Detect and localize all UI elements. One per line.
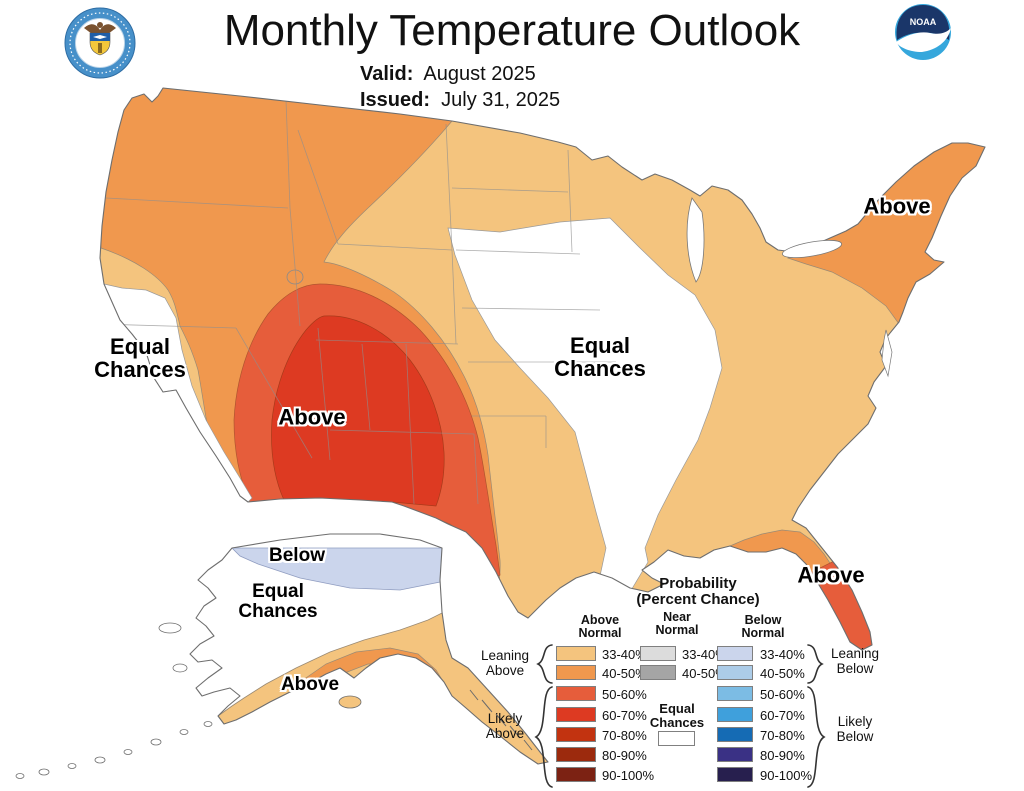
legend-swatch-above-40-50 xyxy=(556,665,596,680)
legend-leaning-above: Leaning Above xyxy=(480,648,530,678)
legend-range-below-70-80: 70-80% xyxy=(760,728,805,743)
legend-likely-above: Likely Above xyxy=(485,711,525,741)
conus-map xyxy=(99,87,986,651)
legend-swatch-below-60-70 xyxy=(717,707,753,722)
legend-swatch-below-40-50 xyxy=(717,665,753,680)
noaa-logo-text: NOAA xyxy=(910,17,937,27)
legend-swatch-below-90-100 xyxy=(717,767,753,782)
kodiak-island xyxy=(338,695,362,709)
legend-swatch-above-50-60 xyxy=(556,686,596,701)
label-alaska-below: Below xyxy=(269,545,325,567)
legend-swatch-below-33-40 xyxy=(717,646,753,661)
noaa-logo: NOAA xyxy=(895,4,951,60)
nunivak-island xyxy=(172,663,188,673)
label-northeast-above: Above xyxy=(863,193,931,219)
legend-range-above-40-50: 40-50% xyxy=(602,666,647,681)
legend-range-above-60-70: 60-70% xyxy=(602,708,647,723)
legend-title: Probability (Percent Chance) xyxy=(560,576,836,608)
legend-range-below-60-70: 60-70% xyxy=(760,708,805,723)
legend-swatch-above-90-100 xyxy=(556,767,596,782)
legend-leaning-below: Leaning Below xyxy=(830,646,880,676)
alaska-outline xyxy=(189,533,549,765)
legend-range-below-33-40: 33-40% xyxy=(760,647,805,662)
legend-range-above-33-40: 33-40% xyxy=(602,647,647,662)
legend-swatch-below-50-60 xyxy=(717,686,753,701)
state-borders xyxy=(100,99,616,505)
brace-likely-below xyxy=(807,686,826,788)
issued-value: July 31, 2025 xyxy=(441,89,561,111)
issued-label: Issued: xyxy=(360,89,431,111)
valid-line: Valid: August 2025 xyxy=(360,61,560,87)
legend-range-above-80-90: 80-90% xyxy=(602,748,647,763)
label-alaska-equal-chances: Equal Chances xyxy=(238,581,318,622)
legend-swatch-above-33-40 xyxy=(556,646,596,661)
alaska-panhandle-terrain xyxy=(469,689,533,751)
legend-range-above-90-100: 90-100% xyxy=(602,768,655,783)
legend-col-below-normal: Below Normal xyxy=(741,613,785,640)
legend-range-below-90-100: 90-100% xyxy=(760,768,813,783)
legend-range-below-50-60: 50-60% xyxy=(760,687,805,702)
issued-line: Issued: July 31, 2025 xyxy=(360,87,560,113)
legend-equal-chances-label: Equal Chances xyxy=(649,701,705,730)
legend-col-near-normal: Near Normal xyxy=(655,610,699,637)
lake-erie xyxy=(782,239,842,259)
legend-swatch-below-80-90 xyxy=(717,747,753,762)
legend-swatch-near-40-50 xyxy=(640,665,676,680)
doc-seal-icon xyxy=(64,7,136,79)
page-title: Monthly Temperature Outlook xyxy=(223,6,801,55)
legend-swatch-above-70-80 xyxy=(556,727,596,742)
legend-range-above-50-60: 50-60% xyxy=(602,687,647,702)
lake-michigan xyxy=(686,197,705,283)
label-central-equal-chances: Equal Chances xyxy=(554,332,646,381)
chesapeake-bay xyxy=(881,329,893,378)
legend-range-near-33-40: 33-40% xyxy=(682,647,727,662)
legend-col-above-normal: Above Normal xyxy=(578,613,622,640)
valid-value: August 2025 xyxy=(423,63,536,85)
legend-swatch-near-33-40 xyxy=(640,646,676,661)
aleutian-islands xyxy=(15,721,213,779)
legend-swatch-above-80-90 xyxy=(556,747,596,762)
label-west-equal-chances: Equal Chances xyxy=(94,333,186,382)
legend-range-above-70-80: 70-80% xyxy=(602,728,647,743)
conus-outline xyxy=(99,87,986,651)
legend-swatch-below-70-80 xyxy=(717,727,753,742)
brace-likely-above xyxy=(534,686,553,788)
legend-equal-chances-swatch xyxy=(658,731,695,746)
label-southwest-above: Above xyxy=(278,404,346,430)
st-lawrence-island xyxy=(158,622,182,634)
validity-block: Valid: August 2025 Issued: July 31, 2025 xyxy=(360,61,560,113)
brace-leaning-below xyxy=(807,644,824,684)
legend-range-below-40-50: 40-50% xyxy=(760,666,805,681)
legend-title-line1: Probability xyxy=(659,575,737,592)
great-salt-lake xyxy=(286,269,304,285)
alaska-map xyxy=(15,533,549,779)
valid-label: Valid: xyxy=(360,63,414,85)
label-alaska-above: Above xyxy=(280,674,340,696)
legend-likely-below: Likely Below xyxy=(836,714,874,744)
brace-leaning-above xyxy=(536,644,553,684)
legend-range-below-80-90: 80-90% xyxy=(760,748,805,763)
legend-title-line2: (Percent Chance) xyxy=(636,591,760,608)
legend-range-near-40-50: 40-50% xyxy=(682,666,727,681)
region-equal-chances-central xyxy=(447,217,723,593)
legend-braces xyxy=(534,644,826,788)
label-florida-above: Above xyxy=(797,562,865,588)
legend-swatch-above-60-70 xyxy=(556,707,596,722)
